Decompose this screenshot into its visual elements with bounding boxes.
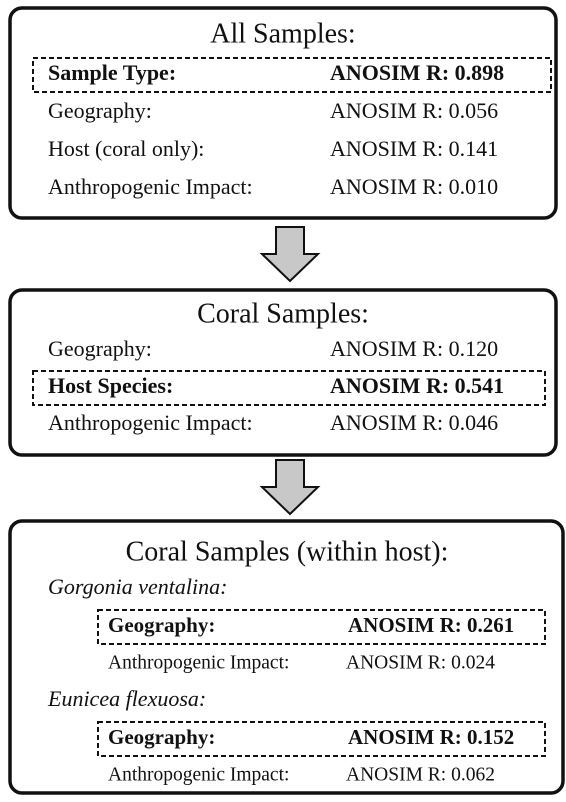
row-value: ANOSIM R: 0.141 [330,136,498,161]
arrow [259,459,321,516]
row-label: Anthropogenic Impact: [48,174,253,199]
row-label: Anthropogenic Impact: [108,652,289,673]
panel-title: Coral Samples (within host): [126,536,449,567]
panel-box [8,519,565,795]
panel-box [8,288,558,457]
arrow [259,226,321,283]
panel-title: Coral Samples: [197,298,369,329]
row-label: Sample Type: [48,60,176,85]
host-name: Eunicea flexuosa: [47,686,206,711]
row-value: ANOSIM R: 0.152 [348,725,514,749]
highlight-box [97,609,546,645]
row-value: ANOSIM R: 0.541 [330,373,504,398]
panel-box [8,6,558,220]
row-label: Host (coral only): [48,136,204,161]
row-value: ANOSIM R: 0.062 [346,764,495,785]
row-label: Geography: [48,98,152,123]
row-value: ANOSIM R: 0.024 [346,652,495,673]
row-label: Anthropogenic Impact: [48,410,253,435]
highlight-box [97,721,546,757]
row-value: ANOSIM R: 0.046 [330,410,498,435]
row-label: Anthropogenic Impact: [108,764,289,785]
row-value: ANOSIM R: 0.010 [330,174,498,199]
row-value: ANOSIM R: 0.056 [330,98,498,123]
highlight-box [32,370,546,406]
row-label: Host Species: [48,373,173,398]
host-name: Gorgonia ventalina: [48,574,227,599]
row-label: Geography: [108,725,215,749]
highlight-box [32,57,552,93]
panel-title: All Samples: [210,18,355,49]
row-label: Geography: [108,613,215,637]
row-value: ANOSIM R: 0.120 [330,336,498,361]
row-label: Geography: [48,336,152,361]
row-value: ANOSIM R: 0.261 [348,613,514,637]
row-value: ANOSIM R: 0.898 [330,60,504,85]
